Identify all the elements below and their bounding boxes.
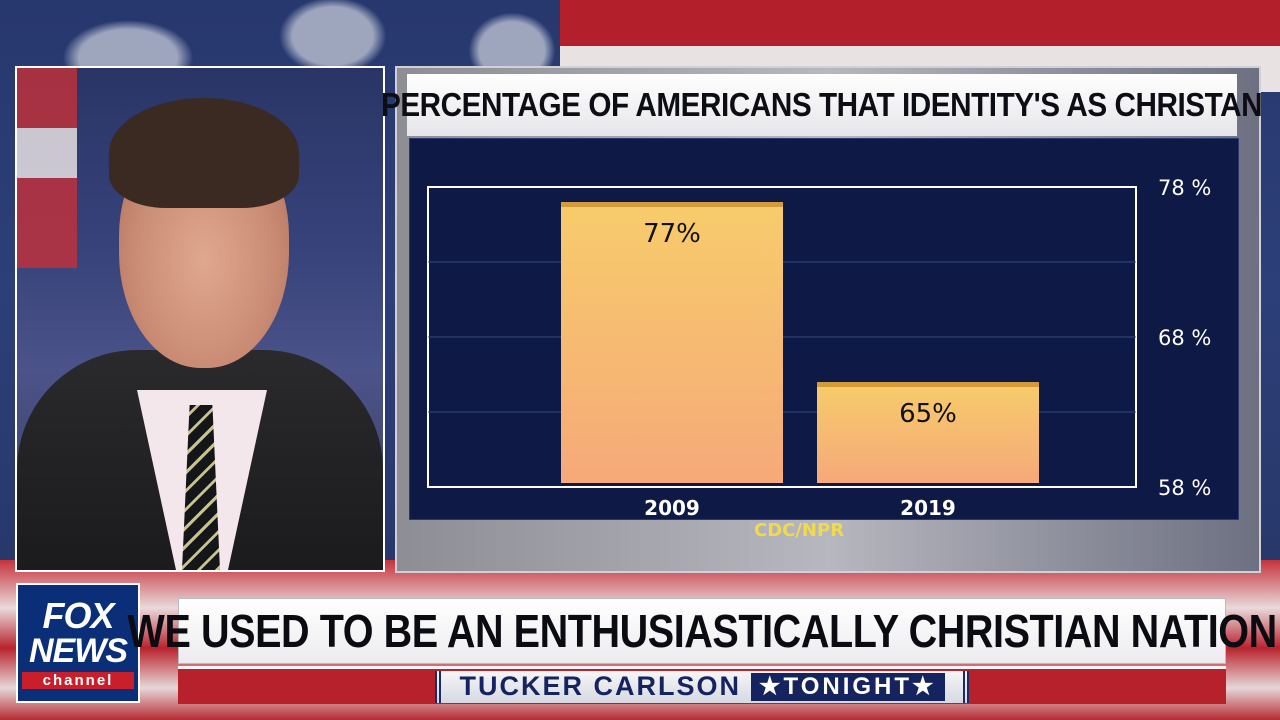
y-tick-label: 78 % xyxy=(1158,176,1211,200)
fox-news-logo: FOX NEWS channel xyxy=(16,583,140,703)
host-video-panel xyxy=(15,66,385,572)
chart-title: PERCENTAGE OF AMERICANS THAT IDENTITY'S … xyxy=(381,86,1263,123)
x-category-label: 2019 xyxy=(900,496,956,519)
bar-data-label: 65% xyxy=(899,399,957,429)
show-name-bar: TUCKER CARLSON ★TONIGHT★ xyxy=(178,666,1226,704)
bar-data-label: 77% xyxy=(643,219,701,249)
logo-news-text: NEWS xyxy=(29,631,128,670)
bar-top-edge xyxy=(817,382,1039,387)
bar-top-edge xyxy=(561,202,783,207)
headline-text: WE USED TO BE AN ENTHUSIASTICALLY CHRIST… xyxy=(127,605,1277,657)
logo-channel-text: channel xyxy=(22,671,134,689)
y-tick-label: 68 % xyxy=(1158,326,1211,350)
chart-source: CDC/NPR xyxy=(754,520,845,541)
chart-area: 58 % 68 % 78 % 77% 2009 65% 2019 xyxy=(409,138,1239,520)
headline-bar: WE USED TO BE AN ENTHUSIASTICALLY CHRIST… xyxy=(127,598,1277,664)
show-name: TUCKER CARLSON xyxy=(459,671,741,701)
chart-title-bar: PERCENTAGE OF AMERICANS THAT IDENTITY'S … xyxy=(381,74,1263,136)
bar-chart: 58 % 68 % 78 % 77% 2009 65% 2019 xyxy=(427,176,1211,519)
bar-2019 xyxy=(817,382,1039,483)
y-tick-label: 58 % xyxy=(1158,476,1211,500)
show-tag: ★TONIGHT★ xyxy=(750,672,945,701)
x-category-label: 2009 xyxy=(644,496,700,519)
logo-fox-text: FOX xyxy=(42,594,114,636)
chart-panel: PERCENTAGE OF AMERICANS THAT IDENTITY'S … xyxy=(381,66,1263,573)
bar-2009 xyxy=(561,202,783,483)
